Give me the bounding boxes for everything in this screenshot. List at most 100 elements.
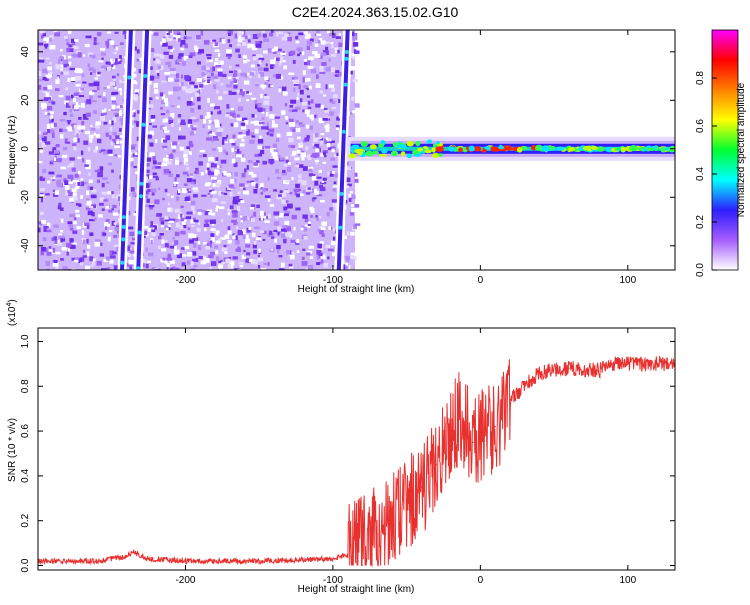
noise-speckle [94,241,101,247]
noise-speckle [237,31,242,36]
snr-point [509,398,511,401]
noise-speckle [63,147,68,151]
noise-speckle [264,82,268,85]
noise-speckle [111,208,114,211]
noise-speckle [196,209,203,212]
noise-speckle [88,134,94,139]
noise-speckle [239,91,245,95]
noise-speckle [71,167,76,172]
snr-y-ticks: 0.00.20.40.60.81.0 [20,334,675,572]
noise-speckle [224,139,228,142]
snr-point [361,537,364,540]
noise-speckle [180,205,184,209]
noise-speckle [240,219,243,223]
noise-speckle [280,262,285,268]
noise-speckle [247,43,251,49]
noise-speckle [226,104,230,109]
noise-speckle [143,230,148,235]
noise-speckle [130,242,135,245]
aliased-line-peak [344,56,349,61]
noise-speckle [307,77,311,82]
noise-speckle [164,34,169,39]
noise-speckle [259,72,264,77]
noise-speckle [93,110,97,114]
noise-speckle [211,162,217,168]
noise-speckle [146,260,151,263]
noise-speckle [67,174,74,179]
noise-speckle [154,225,157,230]
noise-speckle [221,247,228,250]
noise-speckle [85,164,91,170]
noise-speckle [226,134,229,139]
noise-speckle [108,62,111,66]
noise-speckle [223,170,227,176]
noise-speckle [256,54,263,59]
noise-speckle [329,66,332,72]
noise-speckle [72,196,78,201]
noise-speckle [84,265,91,270]
noise-speckle [211,176,217,180]
noise-speckle [293,226,296,231]
noise-speckle [81,73,85,77]
y-tick-label: 40 [20,46,31,58]
noise-speckle [201,72,205,77]
noise-speckle [350,252,356,257]
noise-speckle [84,130,90,135]
track-peak [354,148,362,154]
noise-speckle [354,256,357,261]
noise-speckle [287,36,292,42]
noise-speckle [326,142,331,148]
noise-speckle [237,43,241,47]
noise-speckle [60,72,63,75]
noise-speckle [167,220,174,223]
noise-speckle [162,42,168,47]
aliased-line-peak [122,215,126,220]
noise-speckle [333,236,336,242]
noise-speckle [332,185,338,188]
noise-speckle [133,120,138,124]
noise-speckle [243,60,247,64]
noise-speckle [116,106,121,109]
noise-speckle [243,80,250,85]
noise-speckle [254,120,260,126]
noise-speckle [148,252,154,257]
noise-speckle [322,117,329,121]
noise-speckle [203,80,209,85]
noise-speckle [235,76,239,80]
noise-speckle [302,109,305,113]
noise-speckle [216,256,220,261]
noise-speckle [216,205,219,208]
noise-speckle [318,53,323,59]
noise-speckle [310,208,315,213]
noise-speckle [193,130,197,134]
noise-speckle [80,178,84,181]
noise-speckle [145,179,148,183]
noise-speckle [184,158,187,161]
y-tick-label: 0.6 [20,424,31,438]
noise-speckle [81,229,85,235]
noise-speckle [179,44,183,47]
noise-speckle [310,154,315,158]
noise-speckle [129,263,134,266]
noise-speckle [184,197,190,201]
noise-speckle [228,65,232,69]
noise-speckle [269,32,273,37]
noise-speckle [206,54,212,57]
noise-speckle [52,247,56,253]
noise-speckle [55,251,61,255]
noise-speckle [67,165,70,168]
noise-speckle [63,178,67,182]
noise-speckle [155,69,160,74]
noise-speckle [214,42,219,46]
noise-speckle [142,204,149,207]
noise-speckle [88,179,93,183]
x-tick-label: 0 [478,275,484,286]
noise-speckle [177,105,181,108]
noise-speckle [180,82,184,86]
noise-speckle [314,191,319,195]
noise-speckle [330,240,336,246]
noise-speckle [111,92,116,96]
noise-speckle [194,85,199,89]
noise-speckle [162,119,165,123]
noise-speckle [120,105,123,108]
